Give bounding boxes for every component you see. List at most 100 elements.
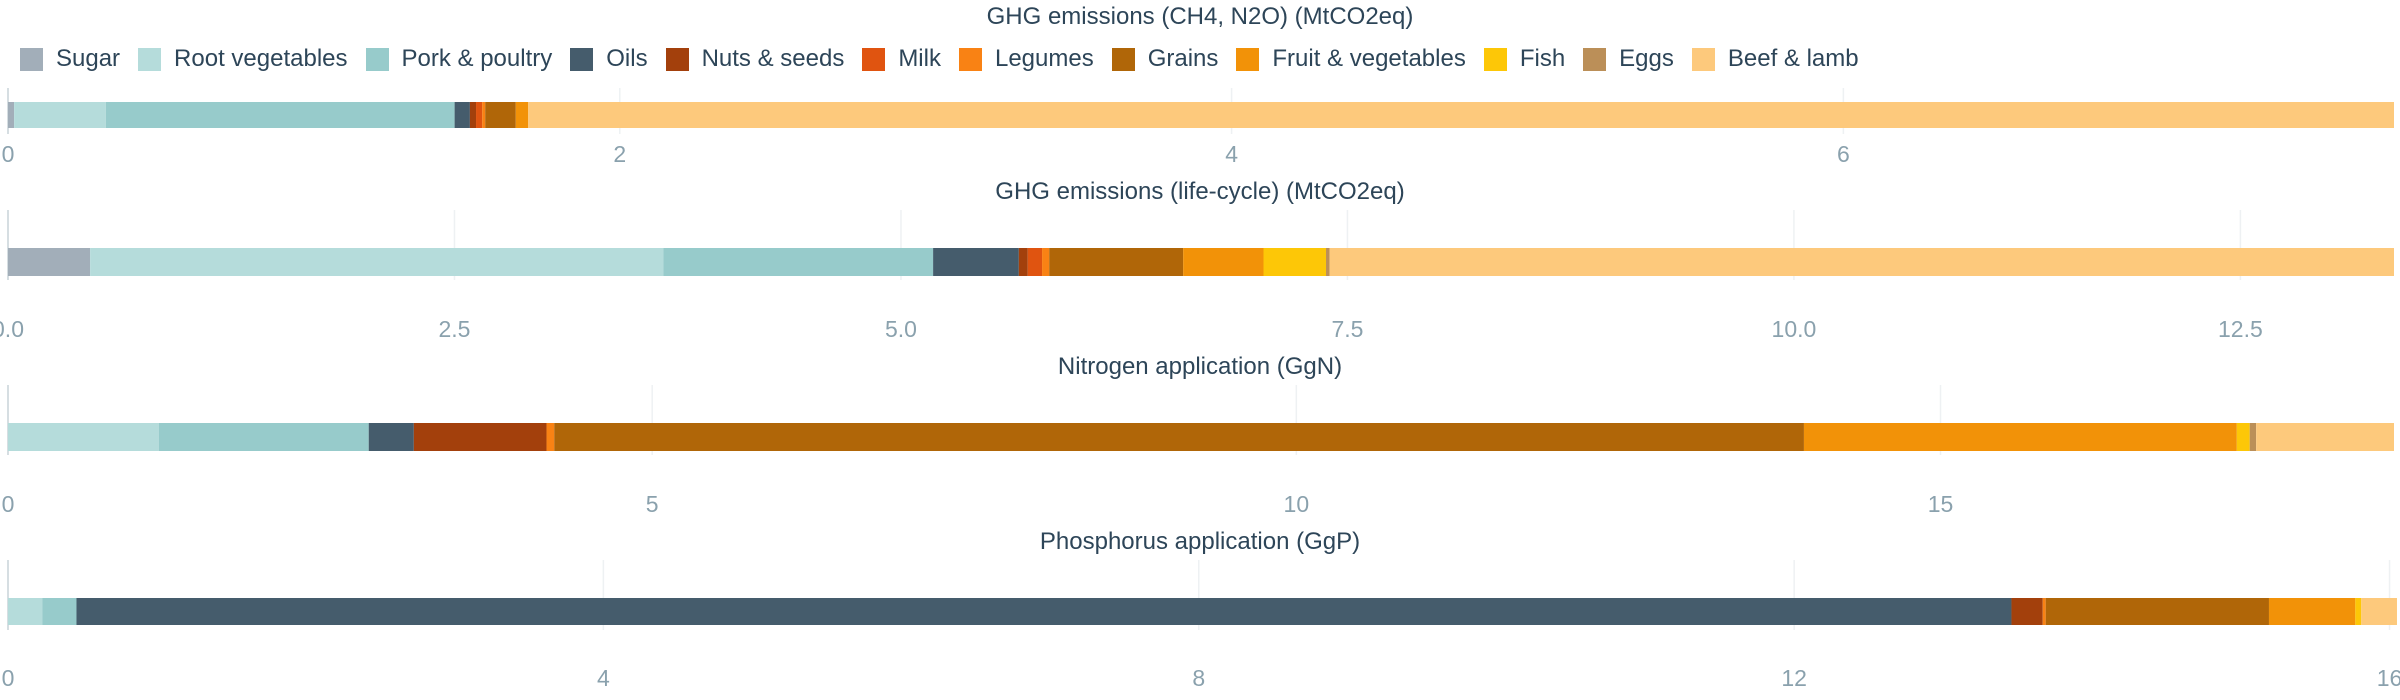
x-tick-label: 4 (597, 665, 610, 691)
bar-segment-root-vegetables[interactable] (8, 598, 43, 625)
bar-segment-oils[interactable] (933, 248, 1019, 276)
bar-segment-nuts-seeds[interactable] (413, 423, 547, 451)
bar-segment-pork-poultry[interactable] (158, 423, 369, 451)
legend-swatch (1583, 47, 1607, 71)
x-tick-label: 10.0 (1772, 316, 1817, 342)
legend-swatch (365, 47, 389, 71)
x-tick-label: 2 (613, 141, 626, 167)
bar-segment-oils[interactable] (368, 423, 414, 451)
x-tick-label: 8 (1192, 665, 1205, 691)
bar-segment-fish[interactable] (2236, 423, 2250, 451)
bar-segment-milk[interactable] (1027, 248, 1043, 276)
x-tick-label: 7.5 (1331, 316, 1363, 342)
legend-swatch (1111, 47, 1135, 71)
bar-segment-oils[interactable] (454, 102, 470, 128)
legend-label: Legumes (994, 45, 1094, 72)
legend-item-oils[interactable]: Oils (570, 45, 648, 73)
legend-item-root-vegetables[interactable]: Root vegetables (138, 45, 348, 73)
chart-title: Nitrogen application (GgN) (1058, 353, 1342, 380)
bar-segment-fruit-vegetables[interactable] (515, 102, 529, 128)
bar-segment-eggs[interactable] (1326, 248, 1330, 276)
legend-item-nuts-seeds[interactable]: Nuts & seeds (665, 45, 845, 73)
bar-segment-beef-lamb[interactable] (2256, 423, 2394, 451)
chart-panel: Phosphorus application (GgP) 0 4 8 12 16 (2, 528, 2400, 691)
x-tick-label: 0 (2, 141, 15, 167)
chart-title: Phosphorus application (GgP) (1040, 528, 1360, 555)
legend-label: Nuts & seeds (701, 45, 845, 72)
bar-segment-legumes[interactable] (2042, 598, 2046, 625)
bar-segment-fish[interactable] (2355, 598, 2362, 625)
bar-segment-root-vegetables[interactable] (90, 248, 664, 276)
bar-segment-sugar[interactable] (8, 102, 15, 128)
bar-segment-sugar[interactable] (8, 248, 91, 276)
legend-swatch (1691, 47, 1715, 71)
x-tick-label: 0 (2, 491, 15, 517)
legend-item-legumes[interactable]: Legumes (958, 45, 1094, 73)
bar-segment-grains[interactable] (2045, 598, 2269, 625)
bar-segment-grains[interactable] (554, 423, 1804, 451)
x-tick-label: 16 (2377, 665, 2400, 691)
legend-item-sugar[interactable]: Sugar (20, 45, 120, 73)
x-tick-label: 6 (1837, 141, 1850, 167)
legend-item-eggs[interactable]: Eggs (1583, 45, 1674, 73)
bar-segment-oils[interactable] (76, 598, 2012, 625)
legend-item-beef-lamb[interactable]: Beef & lamb (1691, 45, 1859, 73)
legend-label: Root vegetables (174, 45, 348, 72)
bar-segment-eggs[interactable] (2249, 423, 2257, 451)
legend-label: Oils (606, 45, 648, 72)
x-tick-label: 5.0 (885, 316, 917, 342)
bar-segment-beef-lamb[interactable] (2361, 598, 2397, 625)
legend-item-milk[interactable]: Milk (862, 45, 941, 73)
bar-segment-legumes[interactable] (546, 423, 555, 451)
x-tick-label: 0 (2, 665, 15, 691)
chart-panel: GHG emissions (CH4, N2O) (MtCO2eq) 0 2 4 6 (2, 3, 2394, 167)
legend-label: Grains (1147, 45, 1219, 72)
legend-swatch (138, 47, 162, 71)
legend-label: Milk (898, 45, 941, 72)
bar-segment-pork-poultry[interactable] (42, 598, 77, 625)
legend-swatch (665, 47, 689, 71)
legend-label: Sugar (56, 45, 121, 72)
bar-segment-root-vegetables[interactable] (8, 423, 159, 451)
x-tick-label: 2.5 (438, 316, 470, 342)
legend-swatch (1483, 47, 1507, 71)
bar-segment-nuts-seeds[interactable] (1018, 248, 1028, 276)
bar-segment-grains[interactable] (485, 102, 516, 128)
bar-segment-pork-poultry[interactable] (105, 102, 455, 128)
legend-swatch (958, 47, 982, 71)
legend-label: Beef & lamb (1727, 45, 1859, 72)
legend-label: Fish (1519, 45, 1566, 72)
legend-label: Pork & poultry (401, 45, 553, 72)
bar-segment-fish[interactable] (1263, 248, 1327, 276)
legend-item-pork-poultry[interactable]: Pork & poultry (365, 45, 553, 73)
x-tick-label: 12.5 (2218, 316, 2263, 342)
x-tick-label: 0.0 (0, 316, 24, 342)
chart-panel: GHG emissions (life-cycle) (MtCO2eq) 0.0 2… (0, 178, 2394, 342)
bar-segment-legumes[interactable] (482, 102, 486, 128)
bar-segment-grains[interactable] (1049, 248, 1184, 276)
legend-item-fruit-vegetables[interactable]: Fruit & vegetables (1236, 45, 1466, 73)
legend-swatch (1236, 47, 1260, 71)
legend-item-grains[interactable]: Grains (1111, 45, 1219, 73)
bar-segment-beef-lamb[interactable] (1329, 248, 2394, 276)
x-tick-label: 4 (1225, 141, 1238, 167)
x-tick-label: 10 (1284, 491, 1310, 517)
bar-segment-nuts-seeds[interactable] (469, 102, 477, 128)
bar-segment-fruit-vegetables[interactable] (2268, 598, 2356, 625)
bar-segment-root-vegetables[interactable] (14, 102, 106, 128)
bar-segment-nuts-seeds[interactable] (2011, 598, 2043, 625)
bar-segment-fruit-vegetables[interactable] (1803, 423, 2237, 451)
legend-swatch (20, 47, 43, 71)
bar-segment-fruit-vegetables[interactable] (1183, 248, 1264, 276)
chart-legend: Sugar Root vegetables Pork & poultry Oils Nu… (20, 40, 1877, 78)
legend-item-fish[interactable]: Fish (1483, 45, 1566, 73)
chart-title: GHG emissions (CH4, N2O) (MtCO2eq) (987, 3, 1414, 30)
bar-segment-beef-lamb[interactable] (528, 102, 2394, 128)
bar-segment-legumes[interactable] (1042, 248, 1050, 276)
x-tick-label: 15 (1928, 491, 1954, 517)
legend-label: Eggs (1619, 45, 1674, 72)
bar-segment-milk[interactable] (476, 102, 483, 128)
bar-segment-pork-poultry[interactable] (663, 248, 934, 276)
x-tick-label: 5 (646, 491, 659, 517)
legend-swatch (862, 47, 886, 71)
